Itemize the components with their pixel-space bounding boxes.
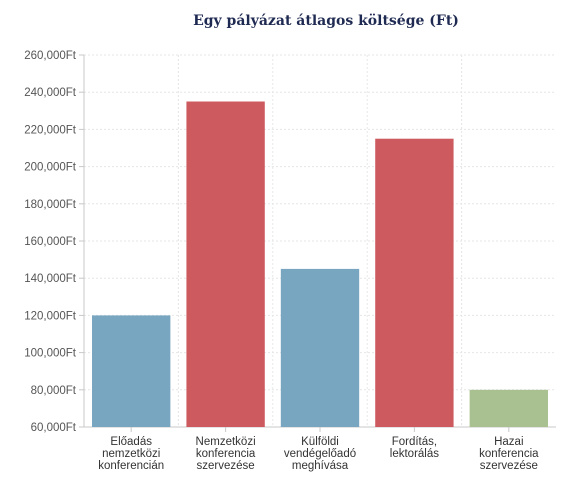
x-category-label-line: konferencián <box>98 460 164 472</box>
x-category-label-line: Fordítás, <box>392 436 437 448</box>
x-category-label: Nemzetközi konferencia szervezése <box>196 436 256 472</box>
bar <box>186 101 265 427</box>
x-category-label-line: meghívása <box>292 460 349 472</box>
x-category-label-line: Nemzetközi <box>196 436 256 448</box>
y-tick-label: 160,000Ft <box>24 236 77 248</box>
bar <box>280 268 360 427</box>
x-category-label: Külföldi vendégelőadó meghívása <box>284 436 356 472</box>
x-category-label-line: Külföldi <box>301 436 339 448</box>
y-tick-label: 80,000Ft <box>31 385 77 397</box>
x-category-label: Fordítás, lektorálás <box>390 436 439 460</box>
y-tick-label: 140,000Ft <box>24 273 77 285</box>
x-category-label-line: nemzetközi <box>102 448 160 460</box>
x-category-label-line: Hazai <box>494 436 523 448</box>
x-category-label-line: lektorálás <box>390 448 439 460</box>
bar <box>375 138 454 427</box>
x-category-label: Hazai konferencia szervezése <box>479 436 539 472</box>
y-tick-label: 220,000Ft <box>24 124 77 136</box>
y-tick-label: 60,000Ft <box>31 422 77 434</box>
bar <box>92 315 171 427</box>
y-tick-label: 180,000Ft <box>24 199 77 211</box>
x-category-label: Előadás nemzetközi konferencián <box>98 436 164 472</box>
x-category-label-line: szervezése <box>197 460 255 472</box>
x-category-label-line: konferencia <box>479 448 539 460</box>
y-tick-label: 240,000Ft <box>24 87 77 99</box>
y-tick-labels: 60,000Ft 80,000Ft 100,000Ft 120,000Ft 140,00… <box>24 50 77 434</box>
chart-title: Egy pályázat átlagos költsége (Ft) <box>193 13 459 29</box>
x-category-label-line: Előadás <box>110 436 152 448</box>
bars <box>92 101 548 427</box>
x-category-label-line: szervezése <box>480 460 538 472</box>
y-tick-label: 200,000Ft <box>24 162 77 174</box>
y-tick-label: 260,000Ft <box>24 50 77 62</box>
bar <box>469 389 548 427</box>
x-category-label-line: konferencia <box>196 448 256 460</box>
y-tick-label: 100,000Ft <box>24 348 77 360</box>
y-tick-label: 120,000Ft <box>24 310 77 322</box>
x-category-label-line: vendégelőadó <box>284 448 356 460</box>
